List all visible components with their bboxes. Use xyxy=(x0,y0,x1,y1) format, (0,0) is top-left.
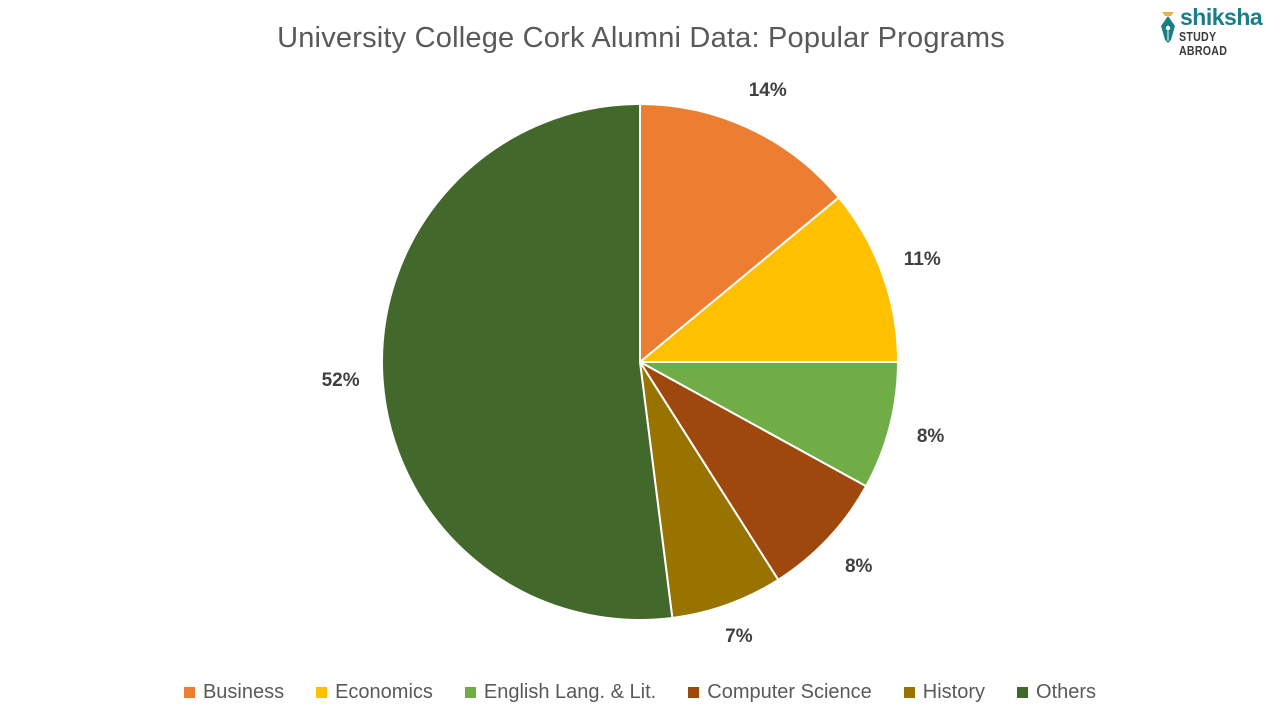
legend-label: Computer Science xyxy=(707,681,872,703)
legend-label: History xyxy=(922,681,986,703)
shiksha-logo: shiksha STUDY ABROAD xyxy=(1158,4,1270,58)
legend-swatch xyxy=(316,687,328,698)
legend-label: Economics xyxy=(335,681,433,703)
pie-slice-business xyxy=(639,102,841,365)
pie-slice-english-lang-lit xyxy=(639,361,900,488)
data-label: 14% xyxy=(748,79,787,101)
legend-swatch xyxy=(903,687,915,698)
legend-swatch xyxy=(464,687,476,698)
legend-item-economics: Economics xyxy=(316,681,433,704)
pen-nib-icon xyxy=(1161,12,1175,43)
legend-item-business: Business xyxy=(183,681,285,704)
data-label: 11% xyxy=(903,249,941,271)
data-label: 8% xyxy=(916,425,945,447)
legend-item-english: English Lang. & Lit. xyxy=(464,681,657,704)
legend-item-others: Others xyxy=(1017,681,1096,704)
legend-label: English Lang. & Lit. xyxy=(483,681,657,703)
legend-swatch xyxy=(183,687,195,698)
legend-label: Business xyxy=(202,681,285,703)
pie-slice-economics xyxy=(637,196,900,363)
legend-item-history: History xyxy=(903,681,986,704)
legend-item-computer-science: Computer Science xyxy=(688,681,872,704)
data-label: 52% xyxy=(321,369,360,391)
chart-legend: Business Economics English Lang. & Lit. … xyxy=(0,681,1280,704)
chart-title: University College Cork Alumni Data: Pop… xyxy=(277,22,1005,54)
logo-subtitle: STUDY ABROAD xyxy=(1179,30,1228,58)
data-label: 8% xyxy=(844,556,873,578)
legend-swatch xyxy=(1017,687,1029,698)
pie-slice-history xyxy=(639,361,780,620)
pie-slice-others xyxy=(381,102,674,621)
pie-slice-computer-science xyxy=(639,361,868,582)
legend-label: Others xyxy=(1036,681,1097,703)
logo-brand: shiksha xyxy=(1180,4,1263,30)
legend-swatch xyxy=(688,687,700,698)
data-label: 7% xyxy=(725,625,753,647)
